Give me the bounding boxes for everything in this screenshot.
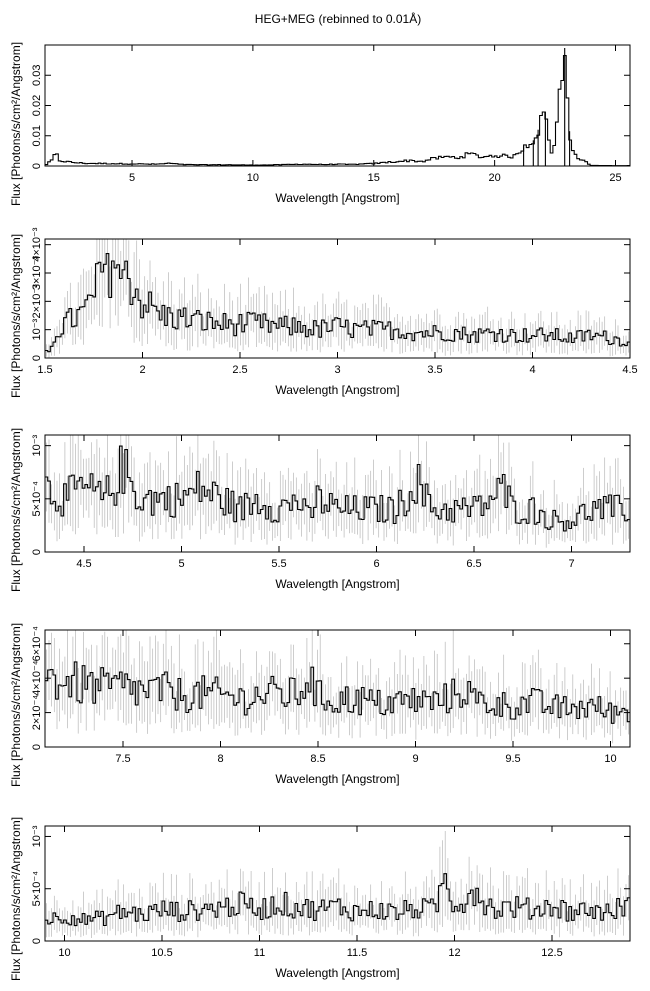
spectrum-series	[45, 48, 630, 167]
panel-1: 5 10 15 20 25 0 0.01 0.02 0.03 Wavelength [Angstr…	[9, 42, 631, 206]
spectrum-series	[45, 873, 630, 927]
error-bars	[45, 239, 630, 358]
x-tick-label: 3	[334, 364, 340, 376]
x-tick-label: 4	[529, 364, 535, 376]
y-tick-label: 0	[31, 744, 43, 750]
y-tick-label: 10⁻³	[31, 318, 43, 340]
y-tick-label: 0	[31, 355, 43, 361]
x-axis-label: Wavelength [Angstrom]	[275, 383, 399, 397]
x-tick-label: 15	[368, 172, 380, 184]
y-tick-label: 10⁻³	[31, 825, 43, 847]
panel-3: 4.5 5 5.5 6 6.5 7 0 5×10⁻⁴ 10⁻³ Wavelength [Angst…	[9, 428, 631, 592]
x-axis-label: Wavelength [Angstrom]	[275, 577, 399, 591]
x-tick-label: 11	[254, 947, 265, 959]
x-tick-label: 11.5	[347, 947, 368, 959]
x-tick-label: 6	[373, 558, 379, 570]
x-tick-label: 12	[448, 947, 460, 959]
panel-5: 10 10.5 11 11.5 12 12.5 0 5×10⁻⁴ 10⁻³ Wavelength …	[9, 817, 631, 981]
spectrum-series	[45, 253, 630, 353]
y-tick-label: 0	[31, 549, 43, 555]
y-tick-label: 0.03	[31, 65, 43, 86]
spectrum-line	[45, 873, 630, 927]
x-tick-label: 10	[247, 172, 259, 184]
x-tick-label: 3.5	[427, 364, 442, 376]
y-tick-label: 3×10⁻³	[31, 256, 43, 291]
y-tick-label: 0.02	[31, 95, 43, 116]
y-axis-label: Flux [Photons/s/cm²/Angstrom]	[9, 428, 23, 592]
spectrum-line	[45, 661, 630, 724]
y-axis-label: Flux [Photons/s/cm²/Angstrom]	[9, 42, 23, 206]
x-tick-label: 1.5	[37, 364, 52, 376]
plot-frame	[44, 434, 631, 553]
x-tick-label: 20	[489, 172, 501, 184]
y-tick-label: 10⁻³	[31, 434, 43, 456]
y-axis-label: Flux [Photons/s/cm²/Angstrom]	[9, 817, 23, 981]
x-tick-label: 5.5	[271, 558, 286, 570]
x-tick-label: 7.5	[115, 753, 130, 765]
figure-title: HEG+MEG (rebinned to 0.01Å)	[255, 11, 421, 26]
y-tick-label: 0	[31, 938, 43, 944]
spectrum-line	[45, 253, 630, 353]
y-tick-label: 2×10⁻⁴	[31, 695, 43, 731]
spectrum-line	[45, 445, 630, 532]
x-tick-label: 6.5	[466, 558, 481, 570]
panel-2: 1.5 2 2.5 3 3.5 4 4.5 0 10⁻³2×10⁻³3×10⁻³4×10⁻³ Wa…	[9, 227, 638, 398]
x-tick-label: 8	[217, 753, 223, 765]
y-tick-label: 6×10⁻⁴	[31, 626, 43, 662]
x-tick-label: 2.5	[232, 364, 247, 376]
y-tick-label: 0.01	[31, 125, 43, 146]
spectrum-series	[45, 661, 630, 724]
spectrum-line	[45, 55, 630, 167]
x-tick-label: 12.5	[541, 947, 562, 959]
plot-frame	[44, 629, 631, 748]
x-tick-label: 8.5	[310, 753, 325, 765]
x-tick-label: 7	[568, 558, 574, 570]
plot-frame	[44, 825, 631, 942]
x-tick-label: 4.5	[622, 364, 637, 376]
spectrum-series	[45, 445, 630, 532]
x-axis-label: Wavelength [Angstrom]	[275, 191, 399, 205]
y-axis-label: Flux [Photons/s/cm²/Angstrom]	[9, 623, 23, 787]
y-tick-label: 5×10⁻⁴	[31, 871, 43, 907]
plot-frame	[44, 44, 631, 167]
y-axis-label: Flux [Photons/s/cm²/Angstrom]	[9, 234, 23, 398]
x-tick-label: 9.5	[505, 753, 520, 765]
x-tick-label: 5	[129, 172, 135, 184]
x-axis-label: Wavelength [Angstrom]	[275, 772, 399, 786]
y-tick-label: 5×10⁻⁴	[31, 481, 43, 517]
x-axis-label: Wavelength [Angstrom]	[275, 966, 399, 980]
y-tick-label: 4×10⁻⁴	[31, 660, 43, 696]
error-bars	[45, 630, 630, 744]
x-tick-label: 10	[58, 947, 70, 959]
x-tick-label: 10	[604, 753, 616, 765]
y-tick-label: 4×10⁻³	[31, 227, 43, 262]
x-tick-label: 10.5	[151, 947, 172, 959]
x-tick-label: 2	[139, 364, 145, 376]
x-tick-label: 25	[609, 172, 621, 184]
panel-4: 7.5 8 8.5 9 9.5 10 0 2×10⁻⁴4×10⁻⁴6×10⁻⁴ Waveleng…	[9, 623, 631, 787]
x-tick-label: 4.5	[76, 558, 91, 570]
x-tick-label: 9	[412, 753, 418, 765]
x-tick-label: 5	[178, 558, 184, 570]
error-bars	[45, 831, 630, 938]
y-tick-label: 2×10⁻³	[31, 284, 43, 319]
y-tick-label: 0	[31, 163, 43, 169]
